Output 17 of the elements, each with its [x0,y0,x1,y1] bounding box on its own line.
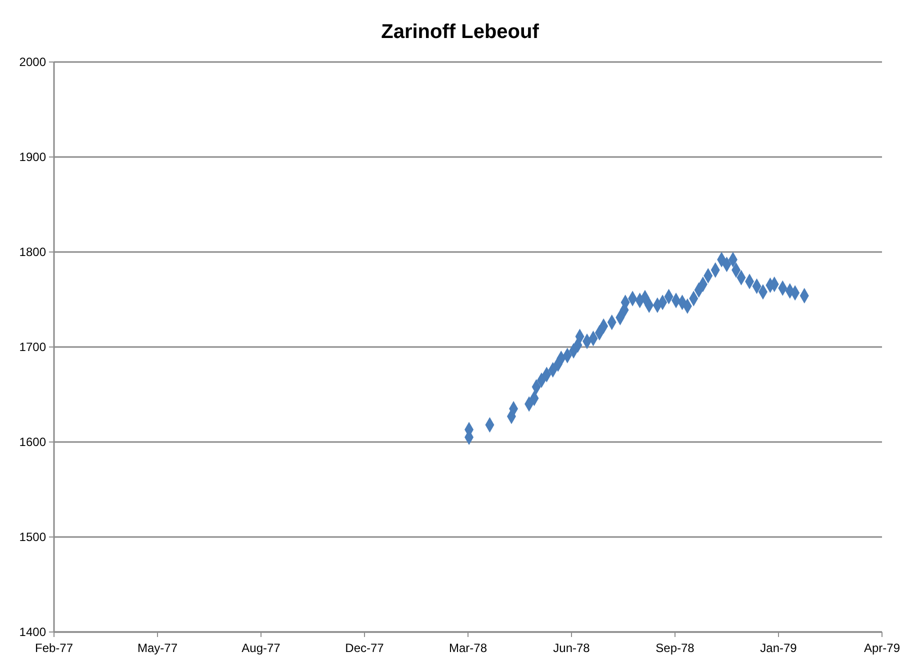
x-tick-label: Apr-79 [864,641,900,655]
x-tick-label: Sep-78 [656,641,695,655]
y-tick-label: 1600 [19,435,46,450]
x-tick-label: Jan-79 [760,641,798,655]
y-tick-label: 1400 [19,625,46,640]
x-tick-label: Feb-77 [34,641,74,655]
y-tick-label: 1800 [19,245,46,260]
y-tick-label: 1700 [19,340,46,354]
y-tick-label: 1500 [19,530,46,544]
x-tick-label: May-77 [137,641,178,655]
x-tick-label: Mar-78 [448,641,488,655]
x-tick-label: Aug-77 [242,641,281,655]
y-tick-label: 2000 [19,55,46,70]
y-tick-label: 1900 [19,150,46,164]
x-tick-label: Jun-78 [553,641,590,655]
x-tick-label: Dec-77 [345,641,384,655]
chart-title: Zarinoff Lebeouf [381,21,540,43]
